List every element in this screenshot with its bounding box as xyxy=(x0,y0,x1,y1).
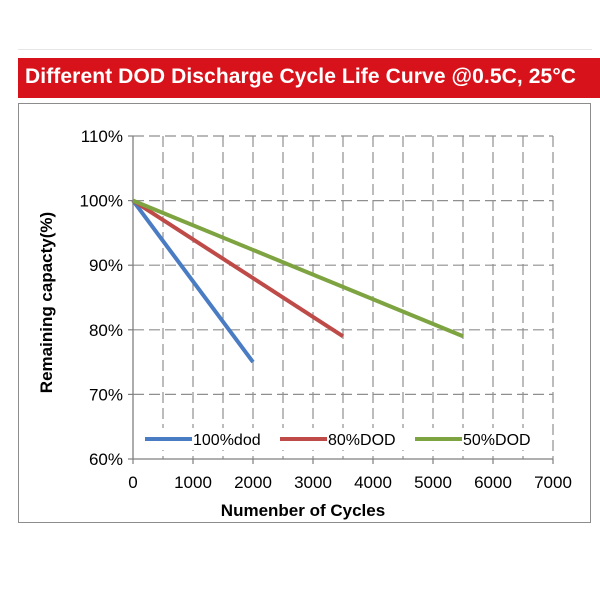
y-tick-label: 100% xyxy=(80,192,123,211)
y-tick-label: 90% xyxy=(89,256,123,275)
series-line-50-dod xyxy=(132,198,464,339)
grid xyxy=(133,135,554,459)
chart-title: Different DOD Discharge Cycle Life Curve… xyxy=(25,65,577,88)
series-line-80-dod xyxy=(131,198,345,338)
x-tick-label: 6000 xyxy=(474,473,512,492)
x-tick-label: 4000 xyxy=(354,473,392,492)
y-tick-label: 80% xyxy=(89,321,123,340)
legend-item-bg xyxy=(278,428,408,450)
x-tick-label: 1000 xyxy=(174,473,212,492)
legend: 100%dod 80%DOD 50%DOD xyxy=(143,428,543,450)
tick-labels: 60% 70% 80% 90% 100% 110% 0 1000 2000 3000 4000 500… xyxy=(80,127,572,492)
x-axis-title: Numenber of Cycles xyxy=(221,501,385,520)
x-tick-label: 0 xyxy=(128,473,137,492)
series-line-100-dod xyxy=(131,199,255,364)
y-tick-label: 70% xyxy=(89,385,123,404)
y-tick-label: 60% xyxy=(89,450,123,469)
top-divider xyxy=(18,49,592,50)
legend-item-bg xyxy=(143,428,273,450)
x-tick-label: 7000 xyxy=(534,473,572,492)
legend-label: 100%dod xyxy=(193,432,261,449)
legend-item: 50%DOD xyxy=(413,428,543,450)
legend-item: 80%DOD xyxy=(278,428,408,450)
x-tick-label: 3000 xyxy=(294,473,332,492)
title-banner: Different DOD Discharge Cycle Life Curve… xyxy=(18,58,600,98)
x-tick-label: 2000 xyxy=(234,473,272,492)
axes xyxy=(128,135,554,464)
legend-item-bg xyxy=(413,428,543,450)
legend-item: 100%dod xyxy=(143,428,273,450)
y-tick-label: 110% xyxy=(81,127,123,146)
y-axis-title: Remaining capacty(%) xyxy=(37,212,56,393)
legend-label: 50%DOD xyxy=(463,432,531,449)
series-lines xyxy=(131,198,464,364)
x-tick-label: 5000 xyxy=(414,473,452,492)
legend-label: 80%DOD xyxy=(328,432,396,449)
